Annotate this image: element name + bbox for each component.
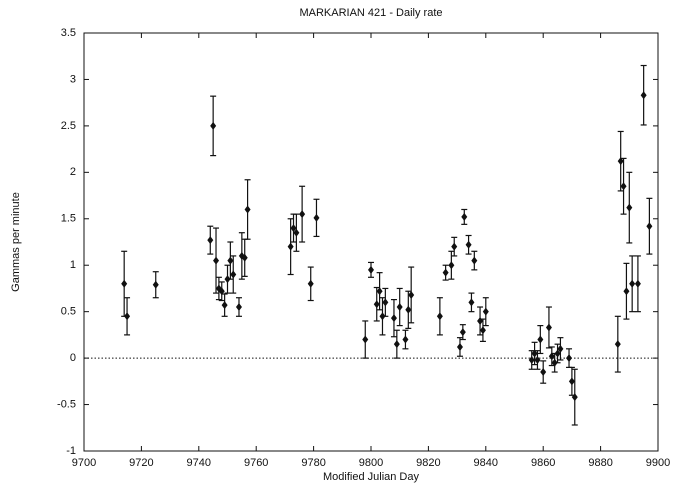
y-tick-label: 2 (70, 166, 76, 178)
x-axis-label: Modified Julian Day (323, 471, 419, 483)
chart-title: MARKARIAN 421 - Daily rate (299, 7, 442, 19)
point (614, 340, 621, 349)
y-tick-label: 2.5 (61, 120, 76, 132)
y-tick-label: 1 (70, 259, 76, 271)
point (554, 349, 561, 358)
point (534, 355, 541, 364)
point (634, 279, 641, 288)
point (459, 328, 466, 337)
point (548, 352, 555, 361)
x-tick-label: 9900 (646, 457, 670, 469)
point (626, 203, 633, 212)
point (479, 326, 486, 335)
point (408, 290, 415, 299)
point (241, 253, 248, 262)
point (537, 335, 544, 344)
point (293, 228, 300, 237)
point (213, 256, 220, 265)
point (620, 182, 627, 191)
point (373, 300, 380, 309)
point (290, 224, 297, 233)
point (456, 342, 463, 351)
point (448, 261, 455, 270)
x-tick-label: 9840 (474, 457, 498, 469)
point (571, 393, 578, 402)
point (566, 354, 573, 363)
y-tick-label: 1.5 (61, 213, 76, 225)
point (124, 312, 131, 321)
point (227, 256, 234, 265)
point (287, 242, 294, 251)
y-axis-label: Gammas per minute (10, 192, 22, 292)
point (465, 240, 472, 249)
point (221, 301, 228, 310)
point (376, 287, 383, 296)
point (531, 349, 538, 358)
x-tick-label: 9800 (359, 457, 383, 469)
point (451, 242, 458, 251)
y-tick-label: 3.5 (61, 27, 76, 39)
y-tick-label: 0.5 (61, 306, 76, 318)
point (471, 256, 478, 265)
point (482, 307, 489, 316)
point (207, 236, 214, 245)
point (405, 305, 412, 314)
point (210, 121, 217, 130)
point (468, 298, 475, 307)
x-tick-label: 9860 (531, 457, 555, 469)
point (121, 279, 128, 288)
point (436, 312, 443, 321)
point (540, 368, 547, 377)
y-tick-label: 0 (70, 352, 76, 364)
x-tick-label: 9700 (72, 457, 96, 469)
point (629, 279, 636, 288)
point (477, 316, 484, 325)
point (528, 355, 535, 364)
point (299, 210, 306, 219)
x-tick-label: 9880 (588, 457, 612, 469)
x-tick-label: 9780 (301, 457, 325, 469)
point (402, 335, 409, 344)
point (545, 323, 552, 332)
point (362, 335, 369, 344)
point (623, 287, 630, 296)
point (461, 212, 468, 221)
x-tick-label: 9820 (416, 457, 440, 469)
point (244, 205, 251, 214)
y-tick-label: 3 (70, 73, 76, 85)
point (218, 287, 225, 296)
y-tick-label: -1 (66, 445, 76, 457)
x-tick-label: 9720 (129, 457, 153, 469)
y-tick-label: -0.5 (57, 398, 76, 410)
point (235, 303, 242, 312)
point (557, 344, 564, 353)
point (617, 157, 624, 166)
point (230, 270, 237, 279)
point (640, 91, 647, 100)
point (396, 303, 403, 312)
point (390, 314, 397, 323)
x-tick-label: 9740 (187, 457, 211, 469)
point (307, 279, 314, 288)
point (646, 222, 653, 231)
x-tick-label: 9760 (244, 457, 268, 469)
point (393, 340, 400, 349)
point (442, 268, 449, 277)
point (368, 265, 374, 274)
point (313, 213, 320, 222)
point (568, 377, 575, 386)
point (152, 280, 159, 289)
point (382, 298, 389, 307)
